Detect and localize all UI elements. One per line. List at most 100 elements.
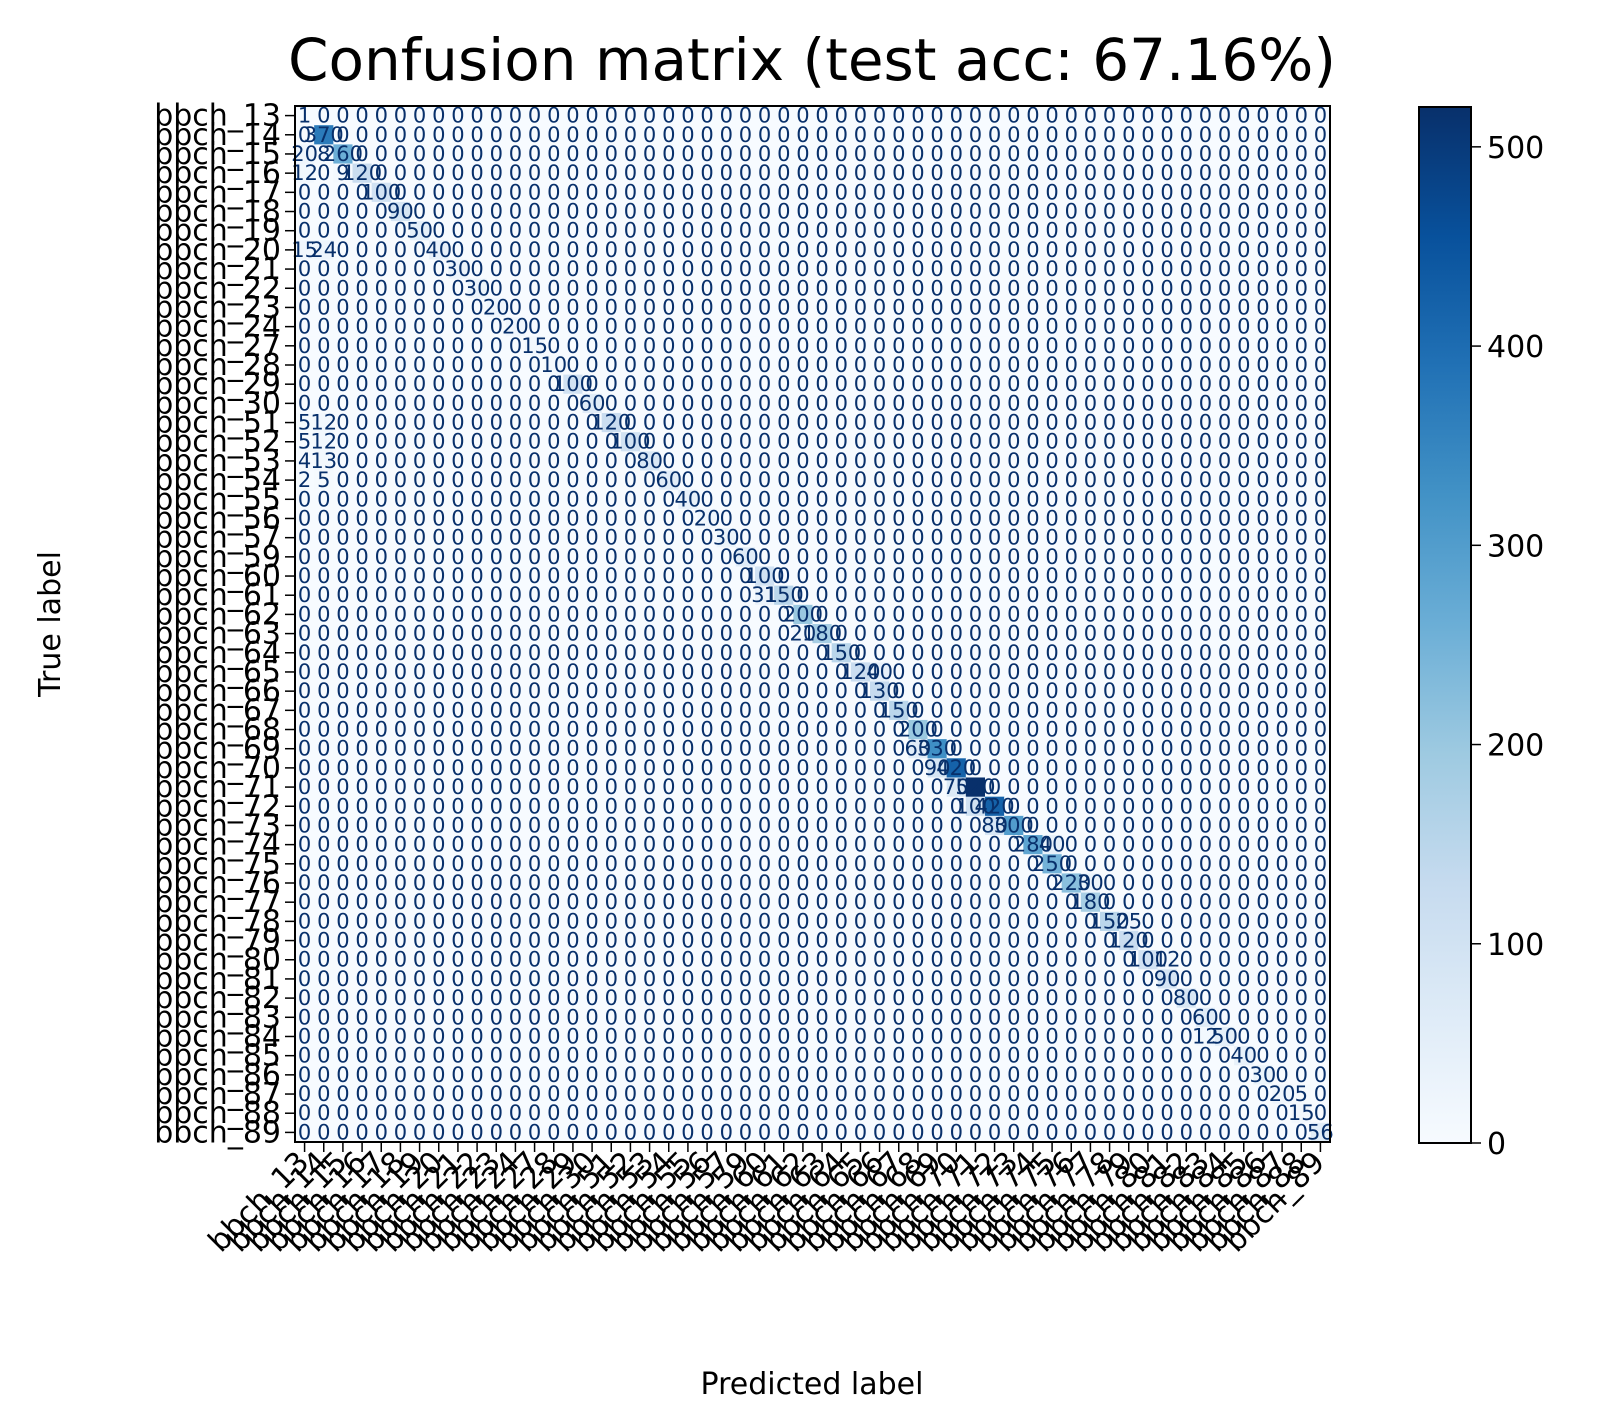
matrix-cell: [908, 182, 928, 203]
matrix-cell: [1291, 201, 1312, 222]
matrix-cell: [678, 144, 698, 164]
matrix-cell: [831, 125, 852, 145]
matrix-cell: [985, 182, 1005, 203]
matrix-cell: [563, 201, 583, 222]
matrix-cell: [985, 144, 1005, 164]
matrix-cell: [946, 163, 967, 184]
matrix-cell: [563, 163, 583, 184]
matrix-cell: [352, 201, 373, 222]
matrix-cell: [352, 221, 373, 241]
matrix-cell: [793, 182, 813, 203]
matrix-cell: [659, 144, 679, 164]
matrix-cell: [390, 201, 411, 222]
matrix-cell: [429, 182, 449, 203]
chart-title: Confusion matrix (test acc: 67.16%): [288, 26, 1336, 94]
matrix-cell: [965, 125, 986, 145]
matrix-cell: [697, 125, 718, 145]
matrix-cell: [295, 125, 315, 145]
matrix-cell: [525, 125, 545, 145]
matrix-cell: [870, 106, 890, 126]
matrix-cell: [582, 182, 603, 203]
matrix-cell: [640, 125, 660, 145]
matrix-cell: [1080, 201, 1101, 222]
matrix-cell: [735, 125, 756, 145]
matrix-cell: [1272, 163, 1293, 184]
matrix-cells: [295, 106, 1331, 1143]
matrix-cell: [965, 144, 986, 164]
matrix-cell: [429, 163, 449, 184]
matrix-cell: [793, 201, 813, 222]
matrix-cell: [1080, 163, 1101, 184]
matrix-cell: [1023, 144, 1043, 164]
matrix-cell: [390, 144, 411, 164]
matrix-cell: [1119, 163, 1139, 184]
matrix-cell: [870, 182, 890, 203]
matrix-cell: [850, 125, 871, 145]
matrix-cell: [889, 144, 909, 164]
matrix-cell: [505, 182, 526, 203]
matrix-cell: [1176, 182, 1197, 203]
matrix-cell: [1100, 201, 1120, 222]
matrix-cell: [371, 125, 392, 145]
matrix-cell: [371, 182, 392, 203]
matrix-cell: [467, 163, 488, 184]
matrix-cell: [1215, 182, 1235, 203]
matrix-cell: [295, 106, 315, 126]
matrix-cell: [1080, 182, 1101, 203]
matrix-cell: [390, 163, 411, 184]
matrix-cell: [946, 201, 967, 222]
matrix-cell: [1138, 144, 1158, 164]
matrix-cell: [601, 163, 622, 184]
matrix-cell: [640, 163, 660, 184]
matrix-cell: [352, 182, 373, 203]
matrix-cell: [620, 182, 641, 203]
matrix-cell: [410, 106, 430, 126]
matrix-cell: [850, 182, 871, 203]
matrix-cell: [505, 201, 526, 222]
matrix-cell: [601, 106, 622, 126]
matrix-cell: [544, 106, 564, 126]
matrix-cell: [946, 106, 967, 126]
matrix-cell: [1080, 144, 1101, 164]
matrix-cell: [793, 144, 813, 164]
matrix-cell: [659, 163, 679, 184]
matrix-cell: [467, 144, 488, 164]
matrix-cell: [659, 182, 679, 203]
matrix-cell: [1042, 201, 1063, 222]
matrix-cell: [525, 182, 545, 203]
matrix-cell: [1061, 182, 1082, 203]
matrix-cell: [467, 106, 488, 126]
matrix-cell: [563, 125, 583, 145]
matrix-cell: [1042, 182, 1063, 203]
matrix-cell: [965, 163, 986, 184]
matrix-cell: [1176, 163, 1197, 184]
matrix-cell: [812, 106, 833, 126]
matrix-cell: [505, 163, 526, 184]
matrix-cell: [333, 201, 353, 222]
matrix-cell: [1253, 125, 1273, 145]
matrix-cell: [678, 125, 698, 145]
matrix-cell: [774, 144, 794, 164]
matrix-cell: [697, 182, 718, 203]
matrix-cell: [1023, 106, 1043, 126]
matrix-cell: [486, 163, 507, 184]
matrix-cell: [1215, 201, 1235, 222]
matrix-cell: [946, 182, 967, 203]
matrix-cell: [1310, 163, 1331, 184]
matrix-cell: [352, 106, 373, 126]
matrix-cell: [1310, 144, 1331, 164]
matrix-cell: [352, 125, 373, 145]
matrix-cell: [620, 201, 641, 222]
matrix-cell: [295, 182, 315, 203]
matrix-cell: [448, 106, 468, 126]
matrix-cell: [1310, 201, 1331, 222]
matrix-cell: [505, 144, 526, 164]
matrix-cell: [1176, 144, 1197, 164]
matrix-cell: [735, 182, 756, 203]
matrix-cell: [410, 144, 430, 164]
matrix-cell: [295, 221, 315, 241]
matrix-cell: [678, 182, 698, 203]
matrix-cell: [812, 163, 833, 184]
matrix-cell: [908, 125, 928, 145]
